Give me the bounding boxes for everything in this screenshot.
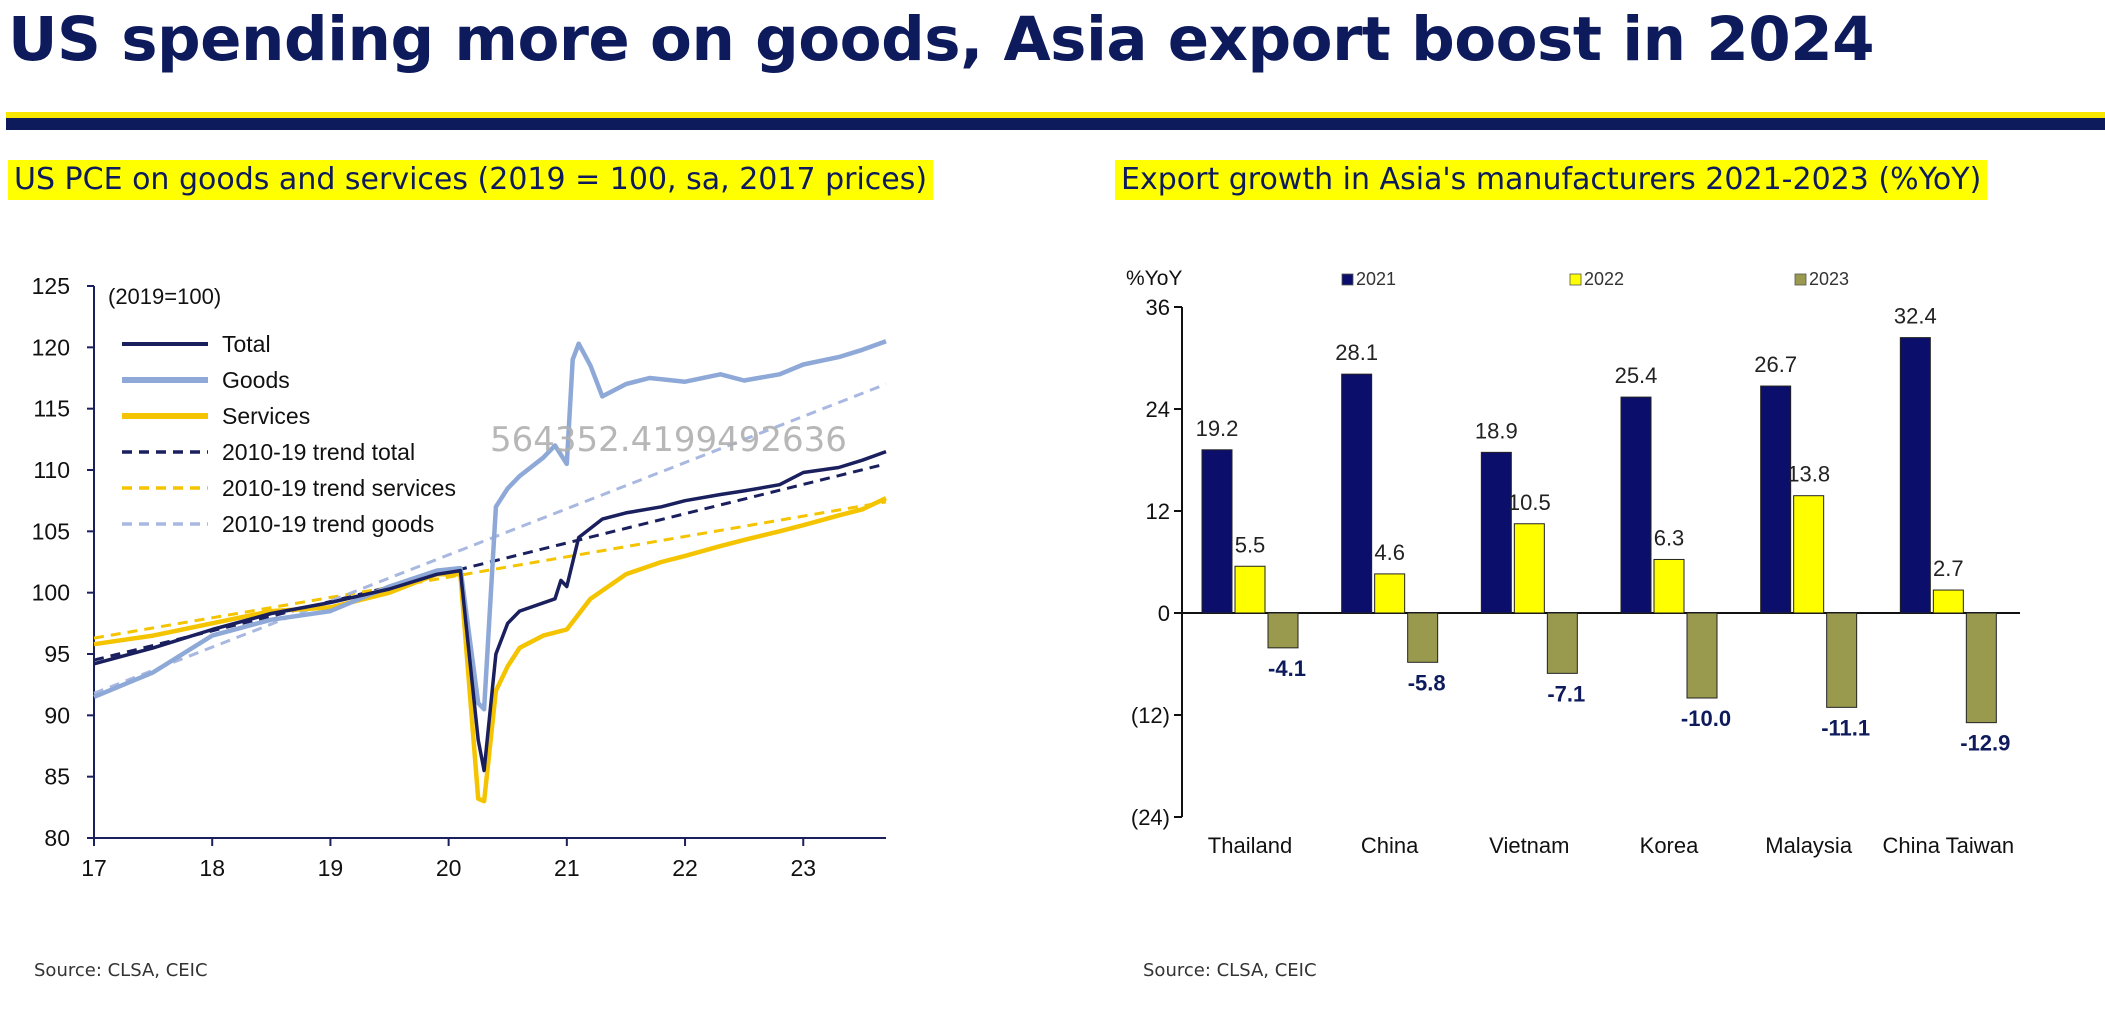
legend-label: 2010-19 trend services: [222, 475, 456, 501]
legend-label: 2022: [1584, 269, 1624, 289]
category-label: China: [1361, 833, 1419, 858]
y-tick-label: 36: [1146, 295, 1170, 320]
data-label: -5.8: [1408, 670, 1446, 695]
y-axis-label: %YoY: [1126, 267, 1182, 290]
y-tick-label: 125: [32, 273, 70, 299]
x-tick-label: 20: [436, 855, 462, 881]
bar-2023: [1267, 612, 1299, 649]
category-label: Malaysia: [1765, 833, 1853, 858]
category-label: Thailand: [1208, 833, 1292, 858]
bar-2021: [1760, 385, 1792, 614]
bar-2022: [1374, 573, 1406, 614]
left-chart-subtitle: US PCE on goods and services (2019 = 100…: [8, 160, 934, 200]
category-label: Korea: [1640, 833, 1699, 858]
page-title: US spending more on goods, Asia export b…: [8, 4, 1875, 75]
legend-swatch: [1794, 273, 1807, 286]
export-bar-chart: (24) (12) 0 12 24 36 %YoY 2021 2022 2023 19.2 5.5 -4…: [1126, 267, 2020, 858]
y-tick-label: 90: [44, 702, 70, 728]
legend-label: Services: [222, 403, 310, 429]
bar-2021: [1899, 337, 1931, 614]
data-label: 13.8: [1787, 462, 1830, 487]
data-label: 19.2: [1196, 416, 1239, 441]
data-label: 4.6: [1374, 540, 1405, 565]
right-source-note: Source: CLSA, CEIC: [1143, 960, 1317, 981]
data-label: 18.9: [1475, 418, 1518, 443]
series-line-total: [93, 449, 887, 773]
series-line-services: [93, 496, 887, 804]
data-label: 25.4: [1615, 363, 1658, 388]
legend-label: 2010-19 trend goods: [222, 511, 434, 537]
bar-2022: [1932, 589, 1964, 614]
watermark-text: 564352.4199492636: [490, 420, 847, 460]
legend-swatch: [1341, 273, 1354, 286]
y-tick-label: 0: [1158, 601, 1170, 626]
bar-2021: [1341, 373, 1373, 614]
x-tick-label: 21: [554, 855, 580, 881]
legend-label: 2023: [1809, 269, 1849, 289]
bar-2022: [1653, 558, 1685, 614]
bar-2022: [1234, 565, 1266, 614]
bar-2023: [1546, 612, 1578, 674]
x-tick-label: 17: [81, 855, 107, 881]
legend-label: Goods: [222, 367, 290, 393]
y-tick-label: 24: [1146, 397, 1170, 422]
series-line-2010-19-trend-services: [93, 500, 887, 640]
bar-2022: [1513, 523, 1545, 614]
data-label: 5.5: [1235, 532, 1266, 557]
right-chart-subtitle: Export growth in Asia's manufacturers 20…: [1115, 160, 1988, 200]
x-tick-label: 23: [790, 855, 816, 881]
bar-2023: [1965, 612, 1997, 724]
data-label: 28.1: [1335, 340, 1378, 365]
data-label: 32.4: [1894, 304, 1937, 329]
category-label: Vietnam: [1489, 833, 1569, 858]
y-tick-label: 80: [44, 825, 70, 851]
y-tick-label: 100: [32, 580, 70, 606]
y-tick-label: 115: [33, 396, 70, 422]
series-line-goods: [93, 339, 887, 712]
category-label: China Taiwan: [1882, 833, 2014, 858]
y-tick-label: 110: [33, 457, 70, 483]
legend-label: Total: [222, 331, 271, 357]
data-label: 6.3: [1654, 525, 1685, 550]
y-tick-label: 85: [44, 764, 70, 790]
bar-2021: [1620, 396, 1652, 614]
data-label: -7.1: [1547, 681, 1585, 706]
series-line-2010-19-trend-goods: [93, 382, 887, 695]
bar-2023: [1407, 612, 1439, 663]
x-tick-label: 22: [672, 855, 698, 881]
x-tick-label: 18: [199, 855, 225, 881]
y-tick-label: 12: [1146, 499, 1170, 524]
y-tick-label: 120: [32, 334, 70, 360]
chart-annotation: (2019=100): [108, 284, 221, 309]
data-label: -4.1: [1268, 656, 1306, 681]
bar-2021: [1480, 451, 1512, 614]
data-label: 26.7: [1754, 352, 1797, 377]
data-label: -11.1: [1821, 715, 1870, 740]
legend-label: 2010-19 trend total: [222, 439, 415, 465]
y-tick-label: 105: [32, 518, 70, 544]
bar-2022: [1793, 495, 1825, 614]
title-rule-yellow: [6, 112, 2105, 118]
title-rule-navy: [6, 118, 2105, 130]
x-tick-label: 19: [318, 855, 344, 881]
legend-swatch: [1569, 273, 1582, 286]
y-tick-label: (12): [1131, 703, 1170, 728]
data-label: 2.7: [1933, 556, 1964, 581]
data-label: 10.5: [1508, 490, 1551, 515]
data-label: -12.9: [1960, 731, 2010, 756]
left-source-note: Source: CLSA, CEIC: [34, 960, 208, 981]
pce-line-chart: 80 85 90 95 100 105 110 115 120 125 17 18 19 20 21 22 23…: [32, 273, 887, 881]
bar-2023: [1826, 612, 1858, 708]
y-tick-label: (24): [1131, 805, 1170, 830]
data-label: -10.0: [1681, 706, 1731, 731]
bar-2023: [1686, 612, 1718, 699]
bar-2021: [1201, 449, 1233, 614]
y-tick-label: 95: [44, 641, 70, 667]
legend-label: 2021: [1356, 269, 1396, 289]
